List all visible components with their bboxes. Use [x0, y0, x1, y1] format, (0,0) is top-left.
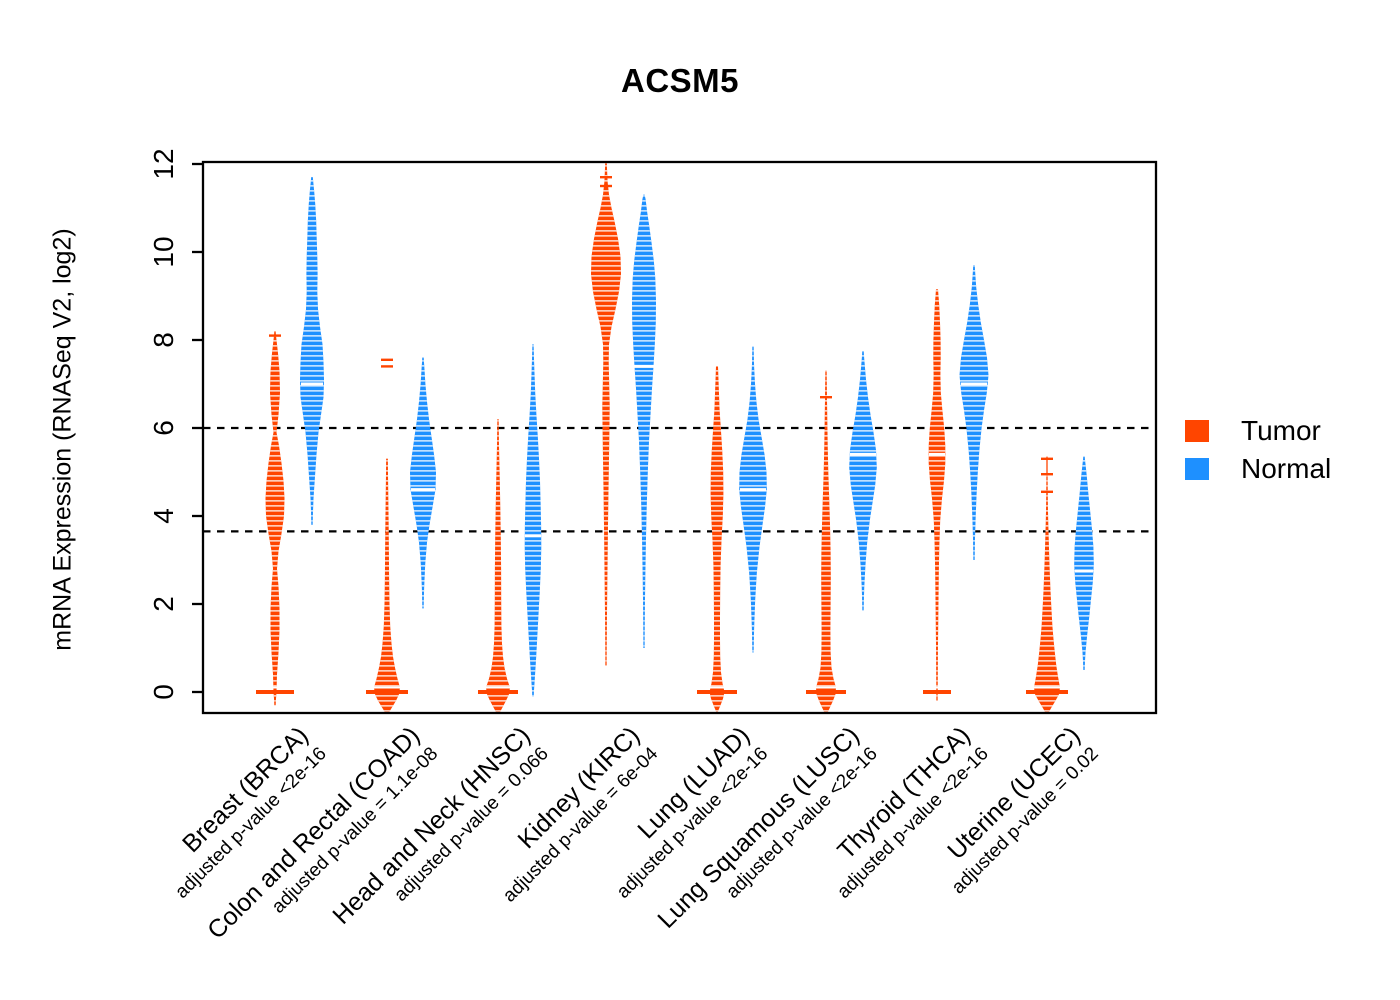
y-tick-label: 2 — [148, 596, 179, 612]
violin-normal-LUSC-texture — [849, 351, 877, 611]
violin-tumor-UCEC — [1026, 456, 1068, 714]
violin-tumor-KIRC-texture — [591, 164, 621, 666]
tumor-swatch-icon — [1185, 420, 1209, 442]
violin-tumor-THCA — [923, 289, 951, 701]
violin-tumor-LUAD — [697, 366, 737, 712]
violin-normal-BRCA — [300, 177, 324, 525]
violin-tumor-LUAD-texture — [709, 366, 725, 712]
legend-item-tumor: Tumor — [1185, 412, 1331, 450]
legend-label-tumor: Tumor — [1241, 415, 1321, 446]
y-tick-label: 4 — [148, 508, 179, 524]
y-tick-label: 6 — [148, 420, 179, 436]
legend: Tumor Normal — [1185, 412, 1331, 488]
violin-normal-UCEC-texture — [1074, 456, 1094, 670]
violin-tumor-HNSC-texture — [486, 419, 510, 714]
violin-normal-KIRC — [632, 194, 656, 649]
violin-normal-HNSC — [524, 344, 542, 697]
violin-normal-LUAD — [739, 346, 767, 653]
violin-normal-LUAD-texture — [739, 346, 767, 653]
plot-frame — [201, 160, 1158, 715]
violin-normal-KIRC-texture — [632, 194, 656, 649]
violin-tumor-BRCA-texture — [265, 331, 285, 706]
violin-normal-UCEC — [1074, 456, 1094, 670]
violin-tumor-COAD-texture — [374, 458, 400, 714]
violin-normal-THCA-texture — [959, 265, 989, 560]
violin-normal-BRCA-texture — [300, 177, 324, 525]
violin-normal-COAD-texture — [410, 357, 436, 609]
normal-swatch-icon — [1185, 458, 1209, 480]
y-tick-label: 8 — [148, 332, 179, 348]
violin-tumor-THCA-texture — [928, 289, 946, 701]
y-tick-label: 0 — [148, 684, 179, 700]
violin-tumor-HNSC — [478, 419, 518, 714]
violin-tumor-KIRC — [591, 161, 621, 666]
violin-tumor-COAD — [366, 358, 408, 714]
legend-label-normal: Normal — [1241, 453, 1332, 484]
violin-normal-COAD — [410, 357, 436, 609]
chart-title: ACSM5 — [620, 62, 740, 99]
y-tick-label: 12 — [148, 148, 179, 179]
violin-tumor-LUSC-texture — [816, 370, 836, 714]
y-tick-label: 10 — [148, 236, 179, 267]
violin-tumor-BRCA — [256, 331, 294, 706]
violin-normal-THCA — [959, 265, 989, 560]
violin-normal-HNSC-texture — [524, 344, 542, 697]
violin-tumor-LUSC — [806, 370, 846, 714]
violin-tumor-UCEC-texture — [1034, 472, 1060, 714]
violin-normal-LUSC — [849, 351, 877, 611]
legend-item-normal: Normal — [1185, 450, 1331, 488]
